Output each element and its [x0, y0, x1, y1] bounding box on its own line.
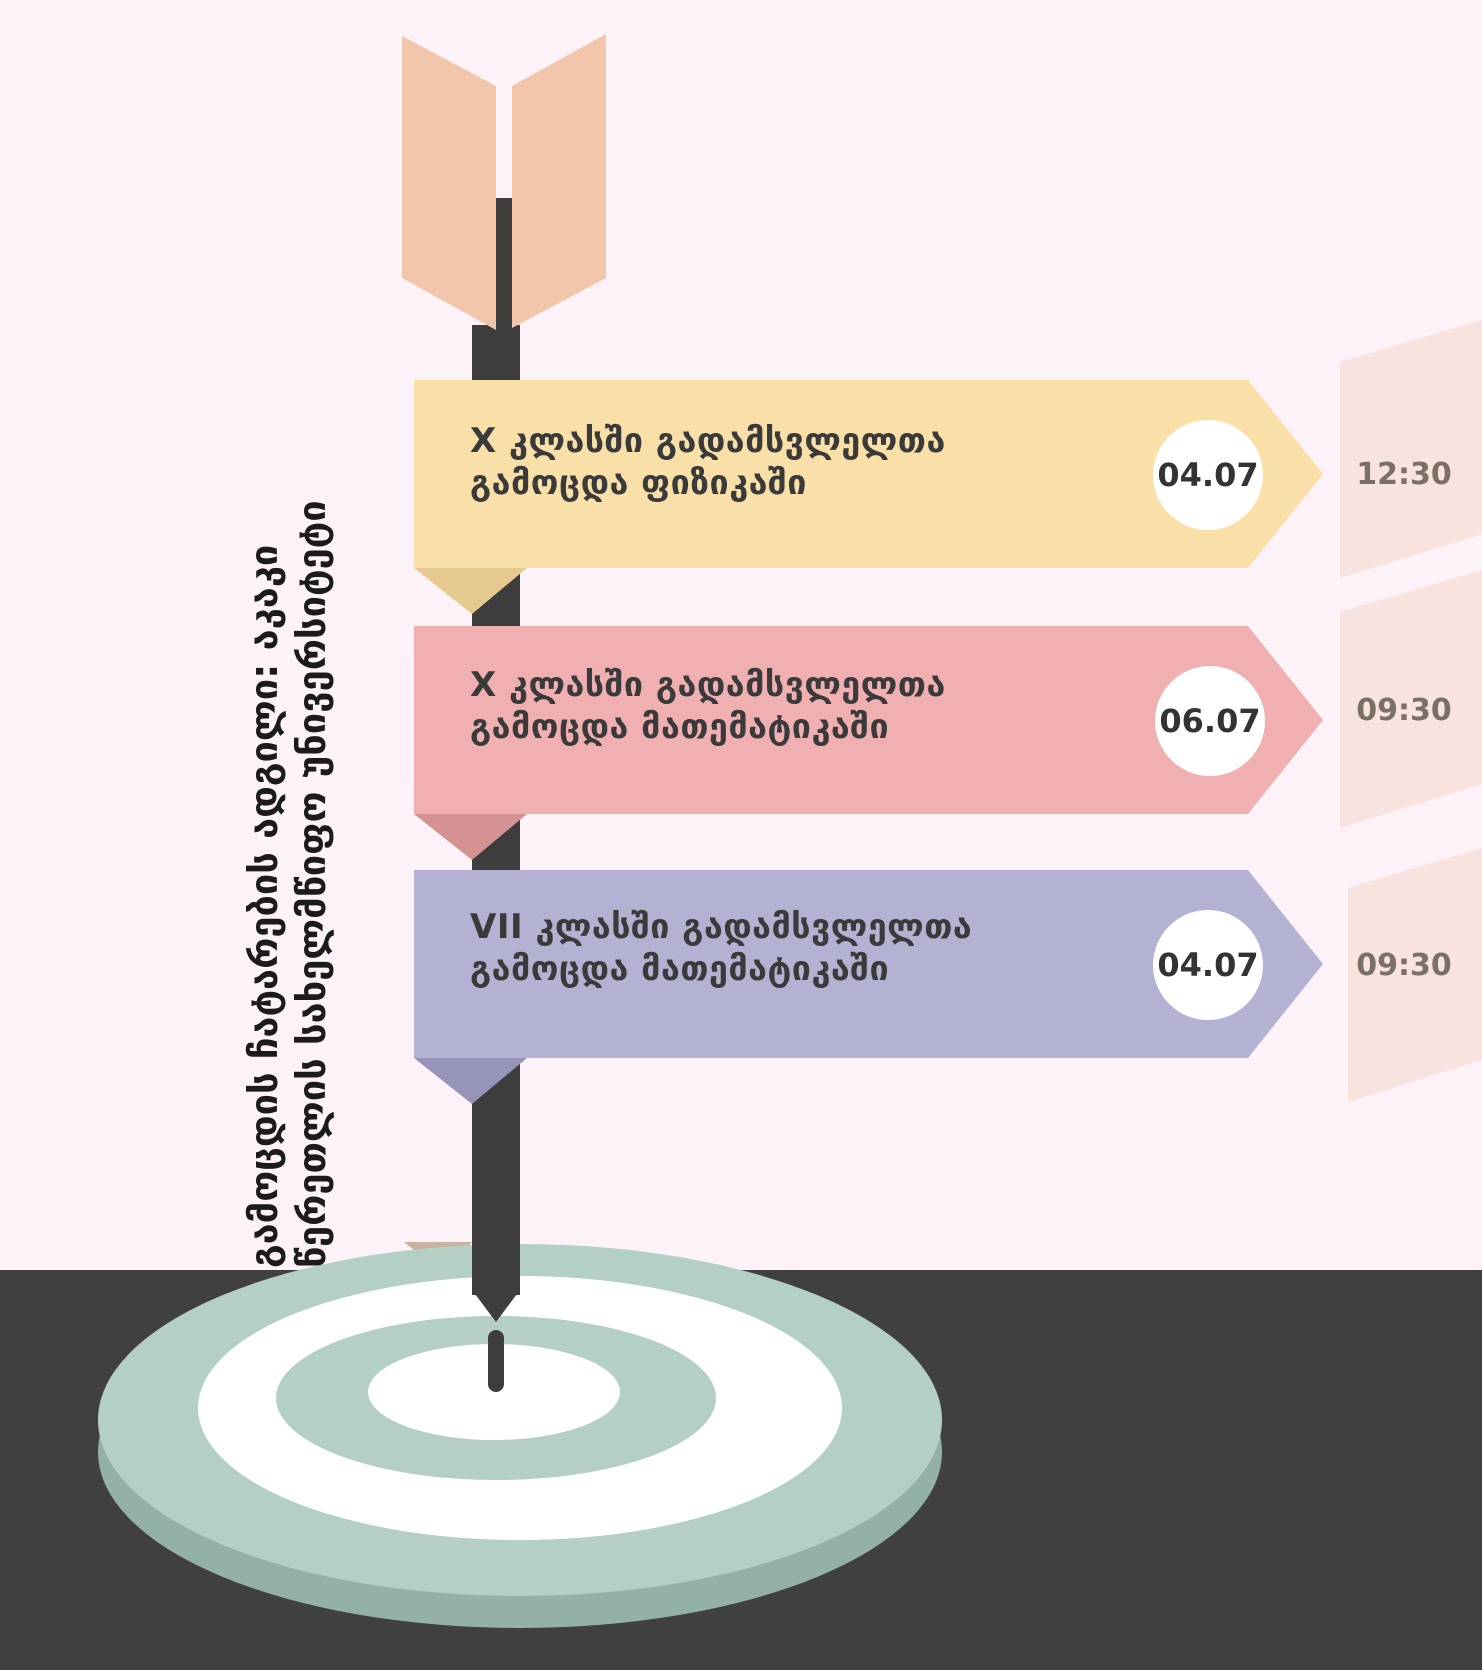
exam-banner-2 [414, 626, 1323, 814]
exam-1-time: 12:30 [1356, 457, 1452, 492]
exam-3-date: 04.07 [1153, 910, 1263, 1020]
exam-1-line-1: X კლასში გადამსვლელთა [470, 421, 946, 461]
location-title: გამოცდის ჩატარების ადგილი: აკაკი წერეთლი… [240, 218, 336, 1268]
exam-1-line-2: გამოცდა ფიზიკაში [470, 463, 807, 503]
exam-3-line-1: VII კლასში გადამსვლელთა [470, 907, 973, 947]
banner-fold-2 [414, 814, 527, 860]
exam-2-date: 06.07 [1155, 666, 1265, 776]
exam-2-line-2: გამოცდა მათემატიკაში [470, 707, 890, 747]
time-panel-1 [1340, 320, 1482, 578]
exam-2-line-1: X კლასში გადამსვლელთა [470, 665, 946, 705]
banner-fold-1 [414, 568, 527, 614]
exam-1-date: 04.07 [1153, 420, 1263, 530]
exam-2-time: 09:30 [1356, 693, 1452, 728]
exam-3-name: VII კლასში გადამსვლელთა გამოცდა მათემატი… [470, 906, 972, 990]
time-panel-3 [1348, 848, 1482, 1102]
exam-banner-1 [414, 380, 1323, 568]
exam-banner-3 [414, 870, 1323, 1058]
time-panel-2 [1340, 570, 1482, 828]
location-title-line-1: გამოცდის ჩატარების ადგილი: აკაკი [242, 544, 286, 1268]
exam-1-name: X კლასში გადამსვლელთა გამოცდა ფიზიკაში [470, 420, 946, 504]
exam-3-line-2: გამოცდა მათემატიკაში [470, 949, 890, 989]
exam-2-name: X კლასში გადამსვლელთა გამოცდა მათემატიკა… [470, 664, 946, 748]
target-icon [98, 1244, 942, 1628]
banner-fold-3 [414, 1058, 527, 1104]
exam-3-time: 09:30 [1356, 948, 1452, 983]
location-title-line-2: წერეთლის სახელმწიფო უნივერსიტეტი [290, 500, 334, 1268]
